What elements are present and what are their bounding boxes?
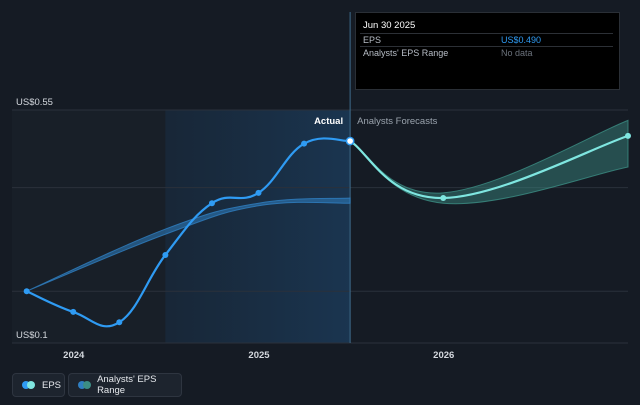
forecast-point-1: [440, 195, 447, 202]
eps-point-1: [70, 308, 77, 315]
tooltip-row-range: Analysts' EPS Range No data: [360, 46, 613, 59]
tooltip-eps-value: US$0.490: [501, 35, 542, 45]
tooltip-range-label: Analysts' EPS Range: [363, 48, 449, 58]
x-tick-2024: 2024: [63, 350, 85, 361]
legend-range-label: Analysts' EPS Range: [97, 374, 157, 396]
legend-eps-dots-icon: [22, 381, 36, 389]
series-line-1: [349, 134, 630, 200]
legend-range-dot-actual: [78, 381, 86, 389]
legend-eps-dot-actual: [22, 381, 30, 389]
legend-eps[interactable]: EPS: [12, 373, 65, 397]
highlight-region-bg: [165, 110, 351, 343]
y-axis-max-label: US$0.55: [16, 97, 53, 108]
eps-chart: US$0.55 US$0.1 Actual Analysts Forecasts 202…: [12, 12, 631, 361]
series-line-0: [25, 137, 352, 328]
tooltip-date: Jun 30 2025: [363, 20, 416, 31]
eps-point-3: [162, 251, 169, 258]
tooltip-eps-label: EPS: [363, 35, 382, 45]
legend-range-dots-icon: [78, 381, 91, 389]
range-band-0: [26, 197, 351, 292]
legend-eps-range[interactable]: Analysts' EPS Range: [68, 373, 182, 397]
eps-point-6: [301, 140, 308, 147]
y-axis-min-label: US$0.1: [16, 330, 48, 341]
eps-point-0: [23, 288, 30, 295]
x-tick-2025: 2025: [248, 350, 270, 361]
x-tick-2026: 2026: [433, 350, 454, 361]
legend-eps-label: EPS: [42, 379, 62, 391]
forecast-point-2: [625, 132, 631, 139]
section-label-forecast: Analysts Forecasts: [357, 116, 437, 127]
tooltip-range-value: No data: [501, 48, 533, 58]
eps-point-5: [255, 189, 262, 196]
section-label-actual: Actual: [314, 116, 343, 127]
chart-tooltip: Jun 30 2025 EPS US$0.490 Analysts' EPS R…: [355, 12, 620, 90]
eps-point-4: [208, 200, 215, 207]
eps-point-current: [345, 136, 355, 146]
range-band-1: [349, 119, 629, 205]
eps-point-2: [116, 319, 123, 326]
legend-eps-dot-forecast: [27, 381, 35, 389]
legend-range-dot-forecast: [83, 381, 91, 389]
tooltip-row-eps: EPS US$0.490: [360, 33, 613, 46]
